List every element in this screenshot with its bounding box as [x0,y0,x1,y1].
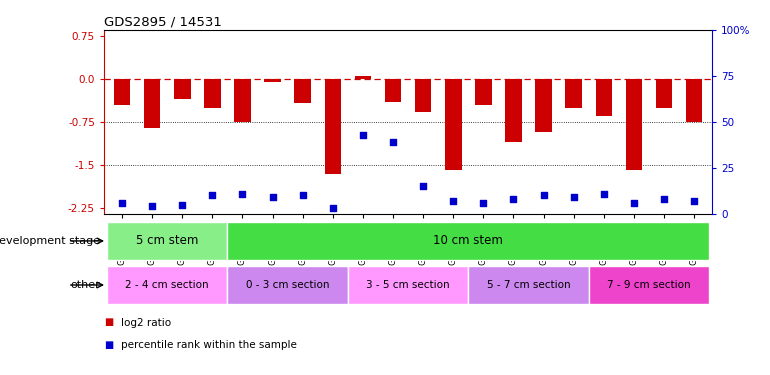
Bar [204,79,221,108]
Point [266,194,279,200]
Point [447,198,460,204]
Bar [355,76,371,79]
Bar [348,266,468,304]
Text: ■: ■ [104,340,113,350]
Text: 7 - 9 cm section: 7 - 9 cm section [608,280,691,290]
Bar [107,222,227,260]
Text: development stage: development stage [0,236,100,246]
Point [236,190,249,196]
Bar [686,79,702,122]
Bar [445,79,461,170]
Text: 3 - 5 cm section: 3 - 5 cm section [367,280,450,290]
Bar [468,266,589,304]
Point [326,205,339,211]
Text: 10 cm stem: 10 cm stem [434,234,504,248]
Point [146,203,159,209]
Bar [227,222,709,260]
Point [507,196,520,202]
Bar [144,79,160,128]
Point [688,198,701,204]
Text: log2 ratio: log2 ratio [121,318,171,327]
Point [176,202,189,208]
Point [628,200,640,206]
Bar [294,79,311,103]
Point [357,132,369,138]
Text: percentile rank within the sample: percentile rank within the sample [121,340,296,350]
Point [567,194,580,200]
Point [417,183,430,189]
Text: 5 - 7 cm section: 5 - 7 cm section [487,280,571,290]
Point [477,200,490,206]
Text: 2 - 4 cm section: 2 - 4 cm section [126,280,209,290]
Text: 5 cm stem: 5 cm stem [136,234,199,248]
Text: 0 - 3 cm section: 0 - 3 cm section [246,280,330,290]
Point [537,192,550,198]
Bar [324,79,341,174]
Point [598,190,610,196]
Bar [234,79,251,122]
Bar [656,79,672,108]
Text: ■: ■ [104,318,113,327]
Bar [107,266,227,304]
Text: other: other [70,280,100,290]
Bar [535,79,552,132]
Bar [415,79,431,112]
Point [387,139,399,145]
Bar [227,266,348,304]
Point [116,200,128,206]
Bar [385,79,401,102]
Bar [595,79,612,116]
Point [206,192,219,198]
Bar [174,79,190,99]
Bar [589,266,709,304]
Point [658,196,670,202]
Bar [565,79,582,108]
Bar [114,79,130,105]
Bar [505,79,522,142]
Point [296,192,309,198]
Bar [264,79,281,82]
Bar [475,79,492,105]
Text: GDS2895 / 14531: GDS2895 / 14531 [104,16,222,29]
Bar [626,79,642,170]
